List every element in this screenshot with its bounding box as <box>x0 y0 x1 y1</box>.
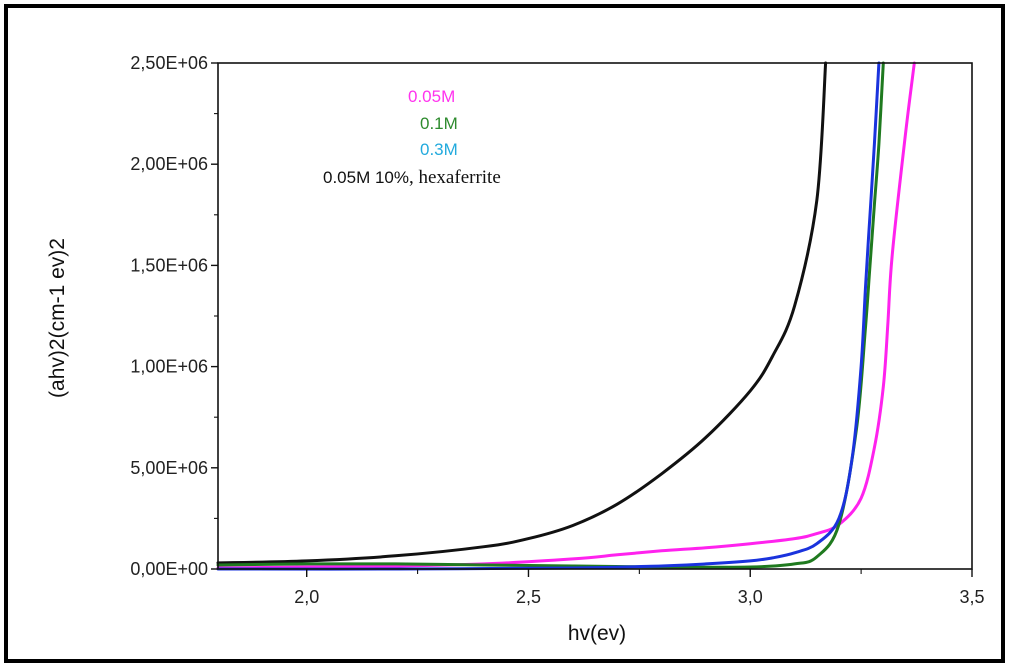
legend-item-3: 0.05M 10%, hexaferrite <box>323 167 501 188</box>
legend-item-0: 0.05M <box>408 87 455 106</box>
legend-item-2: 0.3M <box>420 140 458 159</box>
y-tick-label: 1,00E+06 <box>130 357 208 377</box>
y-axis-label: (ahv)2(cm-1 ev)2 <box>46 238 69 398</box>
series-line-0 <box>216 61 828 565</box>
x-axis-label: hv(ev) <box>568 622 626 645</box>
plot-area-border <box>217 62 973 570</box>
series-line-1 <box>216 61 916 570</box>
figure-frame <box>4 4 1005 663</box>
series-line-3 <box>216 61 881 571</box>
y-tick-label: 5,00E+06 <box>130 458 208 478</box>
series-layer <box>216 61 916 571</box>
tick-layer: 0,00E+00 5,00E+06 1,00E+06 1,50E+06 2,00E+06… <box>130 53 984 607</box>
x-tick-label: 2,5 <box>516 587 541 607</box>
x-tick-label: 3,5 <box>959 587 984 607</box>
y-tick-label: 2,50E+06 <box>130 53 208 73</box>
y-tick-label: 0,00E+00 <box>130 559 208 579</box>
legend-item-3-main: 0.05M 10% <box>323 168 409 187</box>
legend: 0.05M 0.1M 0.3M 0.05M 10%, hexaferrite <box>323 87 501 188</box>
x-tick-label: 3,0 <box>738 587 763 607</box>
series-line-2 <box>216 61 885 569</box>
legend-item-3-suffix: , hexaferrite <box>409 167 501 188</box>
legend-item-1: 0.1M <box>420 114 458 133</box>
y-tick-label: 1,50E+06 <box>130 255 208 275</box>
y-tick-label: 2,00E+06 <box>130 154 208 174</box>
x-tick-label: 2,0 <box>294 587 319 607</box>
